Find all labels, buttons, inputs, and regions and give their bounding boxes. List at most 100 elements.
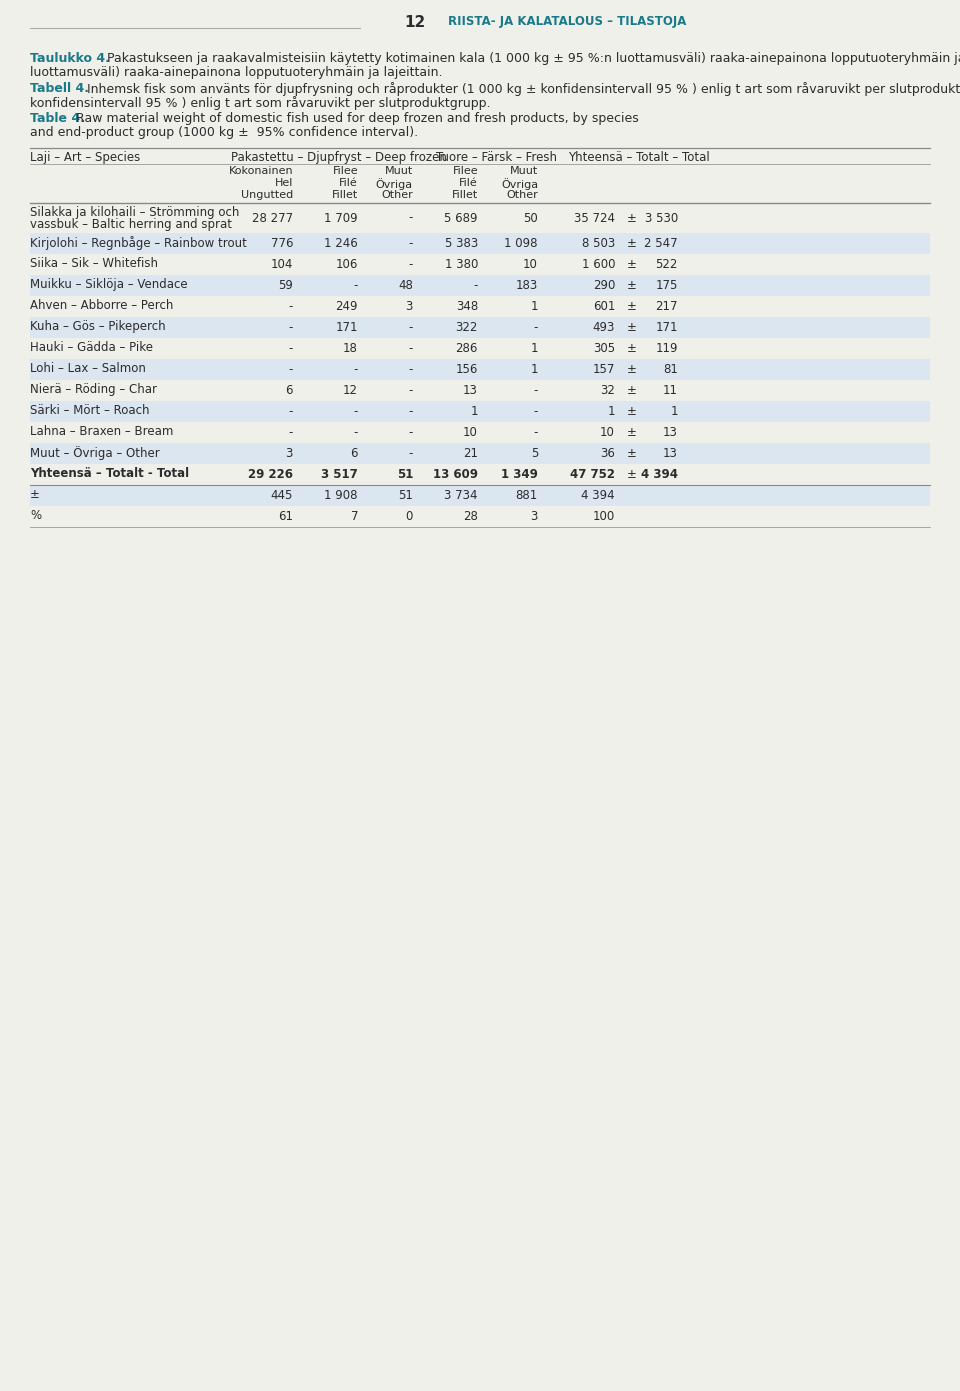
Text: 1 246: 1 246 xyxy=(324,236,358,250)
Text: 1: 1 xyxy=(608,405,615,419)
Text: -: - xyxy=(409,363,413,376)
Text: Pakastukseen ja raakavalmisteisiin käytetty kotimainen kala (1 000 kg ± 95 %:n l: Pakastukseen ja raakavalmisteisiin käyte… xyxy=(103,51,960,65)
Text: ±: ± xyxy=(627,405,636,419)
Text: 104: 104 xyxy=(271,257,293,271)
Text: 18: 18 xyxy=(343,342,358,355)
Text: 249: 249 xyxy=(335,300,358,313)
Text: -: - xyxy=(409,384,413,396)
Text: Inhemsk fisk som använts för djupfrysning och råprodukter (1 000 kg ± konfidensi: Inhemsk fisk som använts för djupfrysnin… xyxy=(83,82,960,96)
Text: ±: ± xyxy=(627,384,636,396)
Text: -: - xyxy=(289,405,293,419)
Text: 0: 0 xyxy=(406,510,413,523)
Text: 6: 6 xyxy=(285,384,293,396)
Text: 601: 601 xyxy=(592,300,615,313)
Text: konfidensintervall 95 % ) enlig t art som råvaruvikt per slutproduktgrupp.: konfidensintervall 95 % ) enlig t art so… xyxy=(30,96,491,110)
Text: 1: 1 xyxy=(670,405,678,419)
Text: ±: ± xyxy=(627,300,636,313)
Text: -: - xyxy=(353,280,358,292)
Text: Filé: Filé xyxy=(339,178,358,188)
Text: Lohi – Lax – Salmon: Lohi – Lax – Salmon xyxy=(30,362,146,376)
Text: 106: 106 xyxy=(336,257,358,271)
Text: 3 734: 3 734 xyxy=(444,490,478,502)
Text: Särki – Mört – Roach: Särki – Mört – Roach xyxy=(30,403,150,417)
Text: 10: 10 xyxy=(523,257,538,271)
Text: 3: 3 xyxy=(531,510,538,523)
Text: vassbuk – Baltic herring and sprat: vassbuk – Baltic herring and sprat xyxy=(30,218,232,231)
Text: -: - xyxy=(534,405,538,419)
Text: 6: 6 xyxy=(350,447,358,460)
Text: 32: 32 xyxy=(600,384,615,396)
Text: 348: 348 xyxy=(456,300,478,313)
Text: 1: 1 xyxy=(531,342,538,355)
Text: -: - xyxy=(409,342,413,355)
Text: 1 098: 1 098 xyxy=(505,236,538,250)
Text: -: - xyxy=(289,321,293,334)
Text: 1 380: 1 380 xyxy=(444,257,478,271)
Text: 61: 61 xyxy=(278,510,293,523)
Text: Tuore – Färsk – Fresh: Tuore – Färsk – Fresh xyxy=(437,152,558,164)
Text: Yhteensä – Totalt – Total: Yhteensä – Totalt – Total xyxy=(568,152,709,164)
Text: ±: ± xyxy=(627,342,636,355)
Text: 21: 21 xyxy=(463,447,478,460)
Text: -: - xyxy=(289,426,293,440)
Text: -: - xyxy=(409,447,413,460)
Text: 12: 12 xyxy=(343,384,358,396)
Text: and end-product group (1000 kg ±  95% confidence interval).: and end-product group (1000 kg ± 95% con… xyxy=(30,127,419,139)
Text: 1 709: 1 709 xyxy=(324,211,358,224)
Text: Table 4.: Table 4. xyxy=(30,113,84,125)
Text: 445: 445 xyxy=(271,490,293,502)
Text: 47 752: 47 752 xyxy=(570,467,615,481)
Bar xyxy=(30,317,930,338)
Text: 119: 119 xyxy=(656,342,678,355)
Text: Ungutted: Ungutted xyxy=(241,191,293,200)
Text: Hel: Hel xyxy=(275,178,293,188)
Text: 4 394: 4 394 xyxy=(582,490,615,502)
Text: 286: 286 xyxy=(456,342,478,355)
Text: 2 547: 2 547 xyxy=(644,236,678,250)
Text: 157: 157 xyxy=(592,363,615,376)
Text: luottamusväli) raaka-ainepainona lopputuoteryhmäin ja lajeittain.: luottamusväli) raaka-ainepainona lopputu… xyxy=(30,65,443,79)
Text: ±: ± xyxy=(627,280,636,292)
Text: ±: ± xyxy=(627,363,636,376)
Text: -: - xyxy=(353,405,358,419)
Text: -: - xyxy=(289,342,293,355)
Text: 29 226: 29 226 xyxy=(248,467,293,481)
Text: 5 383: 5 383 xyxy=(444,236,478,250)
Text: 5 689: 5 689 xyxy=(444,211,478,224)
Text: -: - xyxy=(409,257,413,271)
Text: 51: 51 xyxy=(398,490,413,502)
Text: Filee: Filee xyxy=(332,166,358,177)
Text: 290: 290 xyxy=(592,280,615,292)
Text: ±: ± xyxy=(627,211,636,224)
Text: 8 503: 8 503 xyxy=(582,236,615,250)
Text: 59: 59 xyxy=(278,280,293,292)
Text: -: - xyxy=(534,321,538,334)
Text: Kokonainen: Kokonainen xyxy=(228,166,293,177)
Text: Laji – Art – Species: Laji – Art – Species xyxy=(30,152,140,164)
Text: Filee: Filee xyxy=(452,166,478,177)
Bar xyxy=(30,275,930,296)
Text: 100: 100 xyxy=(592,510,615,523)
Text: Muut: Muut xyxy=(385,166,413,177)
Text: Fillet: Fillet xyxy=(332,191,358,200)
Text: 50: 50 xyxy=(523,211,538,224)
Text: -: - xyxy=(534,426,538,440)
Text: 13: 13 xyxy=(463,384,478,396)
Text: Muut: Muut xyxy=(510,166,538,177)
Text: Muikku – Siklöja – Vendace: Muikku – Siklöja – Vendace xyxy=(30,278,187,291)
Text: 156: 156 xyxy=(456,363,478,376)
Text: 10: 10 xyxy=(463,426,478,440)
Text: -: - xyxy=(409,211,413,224)
Text: 776: 776 xyxy=(271,236,293,250)
Text: -: - xyxy=(353,363,358,376)
Text: 881: 881 xyxy=(516,490,538,502)
Text: 36: 36 xyxy=(600,447,615,460)
Text: 12: 12 xyxy=(404,15,425,31)
Text: 1 908: 1 908 xyxy=(324,490,358,502)
Text: 493: 493 xyxy=(592,321,615,334)
Text: ±: ± xyxy=(30,488,40,501)
Text: -: - xyxy=(289,363,293,376)
Text: ±: ± xyxy=(627,467,636,481)
Text: 81: 81 xyxy=(663,363,678,376)
Text: 522: 522 xyxy=(656,257,678,271)
